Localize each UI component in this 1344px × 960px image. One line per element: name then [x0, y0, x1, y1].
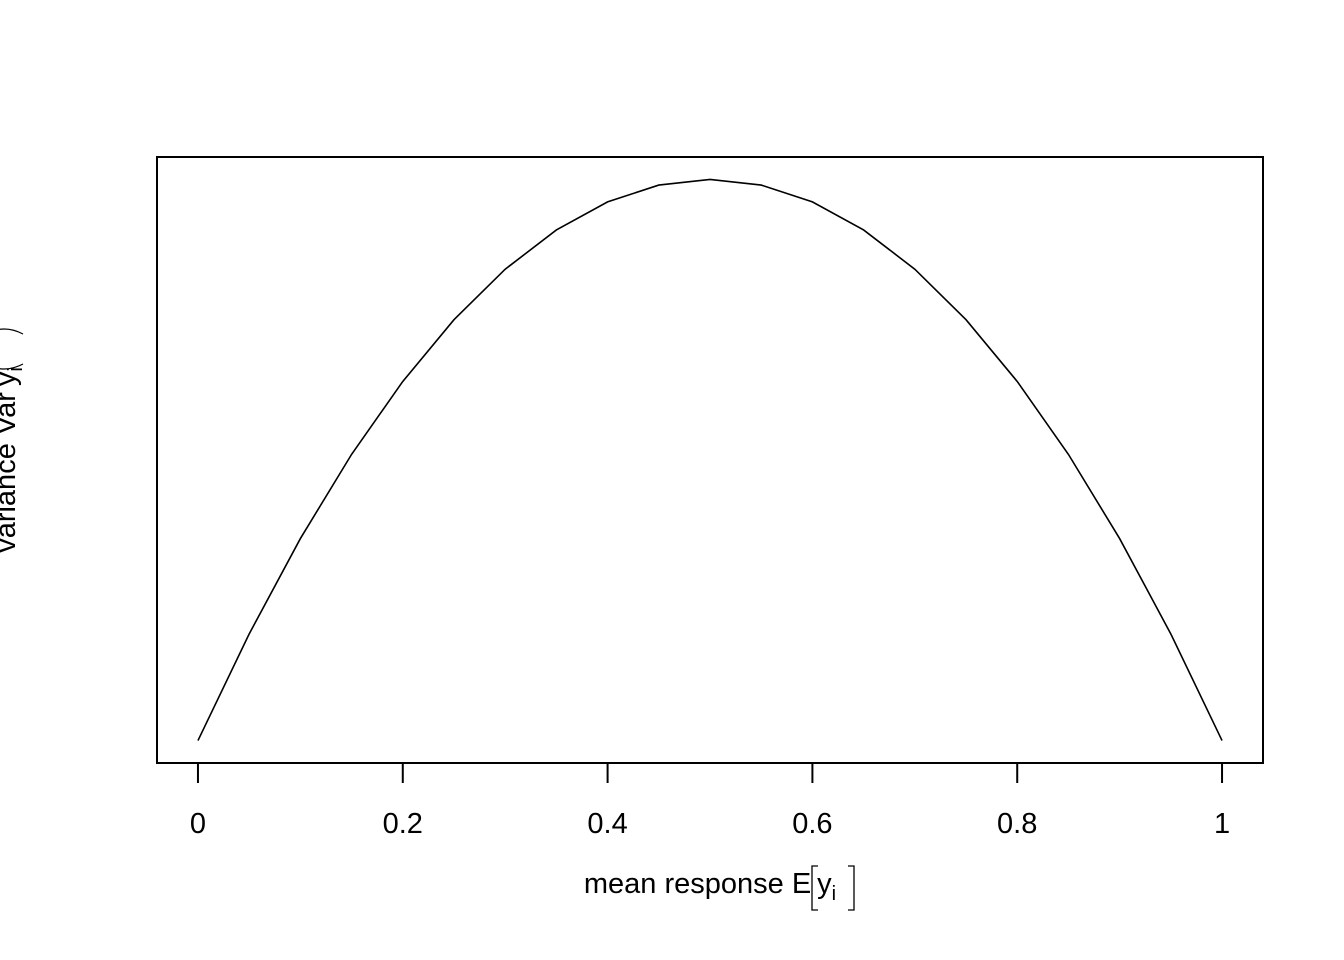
x-tick-label: 0.4: [587, 808, 627, 840]
x-axis-title-prefix: mean response E: [584, 868, 811, 900]
plot-frame: [156, 156, 1264, 764]
y-axis-title-paren-right: [0, 328, 24, 335]
x-tick-label: 0.8: [997, 808, 1037, 840]
variance-curve: [197, 178, 1223, 741]
x-axis-title-bracket-left: [811, 865, 818, 911]
x-axis: 0 0.2 0.4 0.6 0.8 1: [190, 762, 1230, 840]
y-axis-title-group: variance Var yi: [0, 328, 27, 553]
x-axis-title-var: y: [817, 868, 832, 900]
y-axis-title-paren-left: [0, 363, 24, 370]
y-axis-title-subscript: i: [5, 367, 27, 371]
x-tick-label: 0.2: [383, 808, 423, 840]
y-axis-title: variance Var yi: [0, 367, 27, 553]
y-axis-title-var: y: [0, 371, 22, 386]
x-tick-label: 0.6: [792, 808, 832, 840]
x-axis-title-subscript: i: [832, 883, 836, 905]
x-tick-label: 1: [1214, 808, 1230, 840]
x-axis-title-bracket-right: [848, 865, 855, 911]
y-axis-title-prefix: variance Var: [0, 392, 22, 553]
x-tick-label: 0: [190, 808, 206, 840]
